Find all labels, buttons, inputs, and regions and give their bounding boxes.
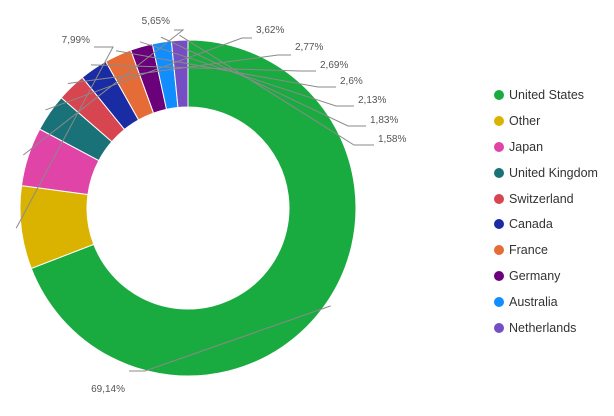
leader-line-canada [90,64,316,72]
legend-swatch-icon [494,322,504,333]
data-label-united-kingdom: 3,62% [256,25,284,36]
legend-label: Canada [509,217,553,232]
leader-line-australia [160,36,366,127]
legend-label: Germany [509,269,561,284]
legend-item-canada[interactable]: Canada [494,211,612,237]
leader-line-japan [23,29,185,156]
leader-line-united-kingdom [45,37,252,111]
data-labels: 69,14% 7,99% 5,65% 3,62% 2,77% 2,69% 2,6% 2,13%… [62,16,407,395]
legend-item-united-kingdom[interactable]: United Kingdom [494,160,612,186]
legend-label: Switzerland [509,191,574,206]
slice-united-states[interactable] [30,39,357,377]
data-label-australia: 1,83% [370,115,398,126]
data-label-canada: 2,69% [320,60,348,71]
legend-swatch-icon [494,167,504,178]
legend-swatch-icon [494,245,504,256]
legend-label: Australia [509,295,558,310]
legend-label: Other [509,113,541,128]
leader-line-other [15,46,114,229]
legend: United States Other Japan United Kingdom Swi… [494,82,612,341]
data-label-france: 2,6% [340,76,363,87]
leader-line-france [115,50,336,88]
data-label-other: 7,99% [62,35,90,46]
legend-label: United States [509,87,585,102]
legend-item-netherlands[interactable]: Netherlands [494,315,612,341]
legend-swatch-icon [494,193,504,204]
data-label-united-states: 69,14% [91,384,125,395]
legend-item-switzerland[interactable]: Switzerland [494,186,612,212]
leader-line-netherlands [179,34,374,146]
legend-item-other[interactable]: Other [494,108,612,134]
legend-item-australia[interactable]: Australia [494,289,612,315]
leader-line-united-states [129,305,331,372]
legend-item-germany[interactable]: Germany [494,263,612,289]
legend-item-united-states[interactable]: United States [494,82,612,108]
legend-swatch-icon [494,141,504,152]
legend-swatch-icon [494,219,504,230]
legend-label: United Kingdom [509,165,598,180]
data-label-germany: 2,13% [358,95,386,106]
label-leader-lines [15,29,374,372]
data-label-netherlands: 1,58% [378,134,406,145]
legend-label: Japan [509,139,544,154]
legend-swatch-icon [494,271,504,282]
leader-line-switzerland [67,54,291,84]
legend-item-japan[interactable]: Japan [494,134,612,160]
legend-swatch-icon [494,297,504,308]
legend-swatch-icon [494,89,504,100]
legend-label: France [509,243,548,258]
data-label-japan: 5,65% [142,16,170,27]
donut-chart: 69,14% 7,99% 5,65% 3,62% 2,77% 2,69% 2,6% 2,13%… [15,16,407,395]
donut-slices [19,39,357,377]
legend-label: Netherlands [509,320,577,335]
legend-swatch-icon [494,115,504,126]
legend-item-france[interactable]: France [494,237,612,263]
leader-line-germany [139,41,354,107]
slice-netherlands[interactable] [170,39,189,109]
data-label-switzerland: 2,77% [295,42,323,53]
